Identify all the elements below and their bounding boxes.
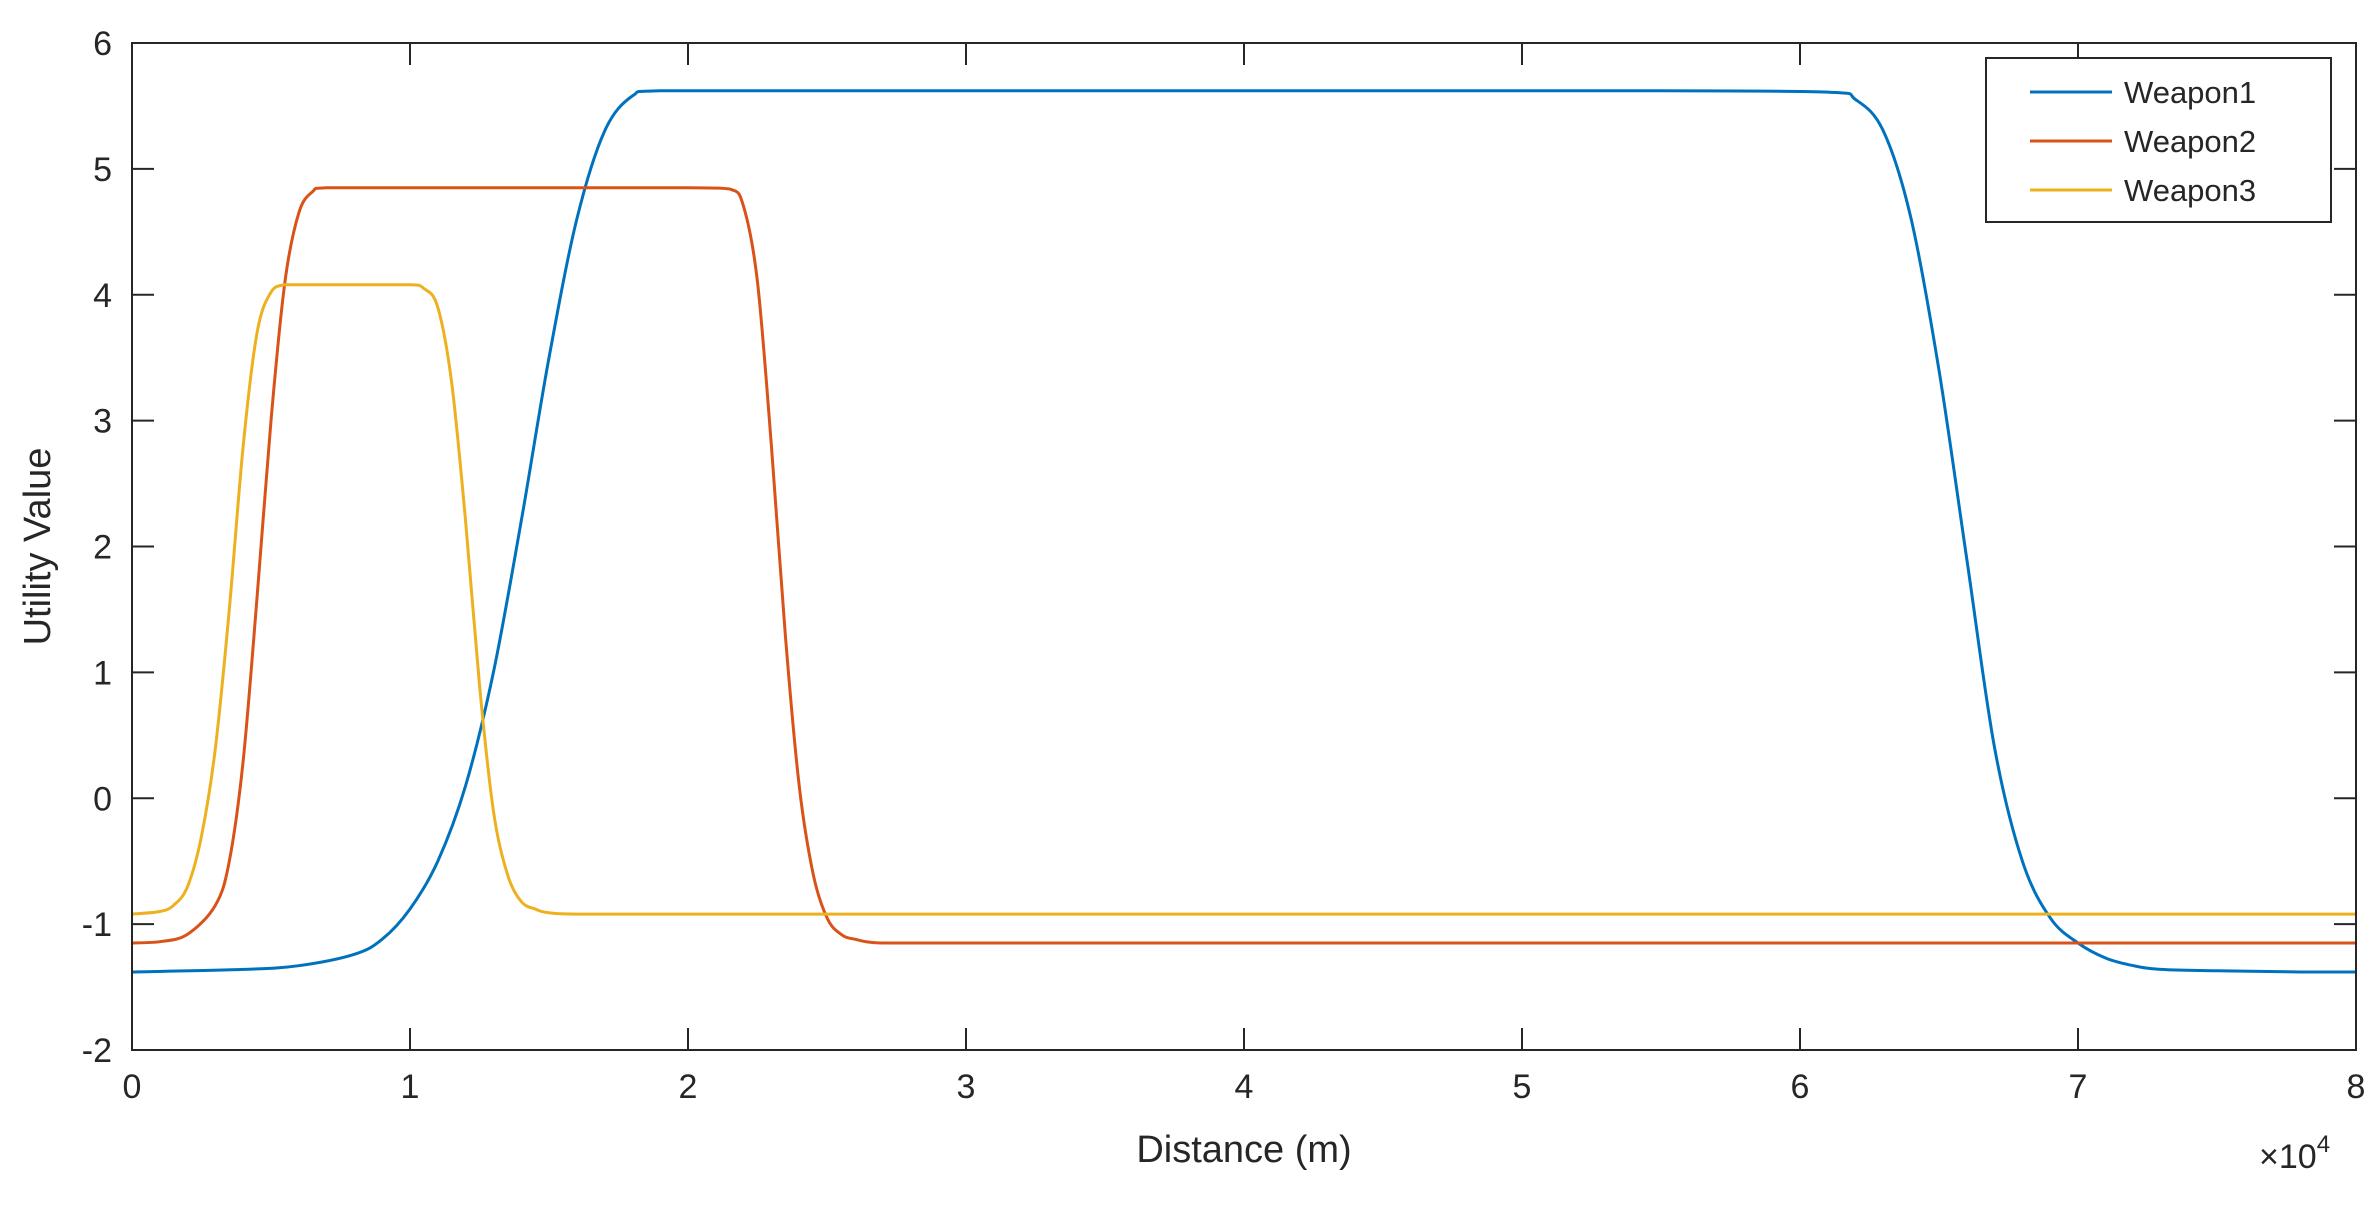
x-tick-label: 0 bbox=[123, 1068, 142, 1106]
x-tick-label: 8 bbox=[2347, 1068, 2366, 1106]
y-tick-label: 4 bbox=[93, 277, 112, 315]
y-tick-label: 2 bbox=[93, 529, 112, 567]
x-tick-label: 4 bbox=[1235, 1068, 1254, 1106]
axis-ticks: 0 1 2 3 4 5 6 7 8 -2 -1 0 1 2 3 4 5 6 bbox=[82, 25, 2366, 1106]
legend-label-weapon1: Weapon1 bbox=[2124, 75, 2256, 110]
x-axis-exponent-base: ×10 bbox=[2259, 1138, 2317, 1176]
y-tick-label: 0 bbox=[93, 780, 112, 818]
x-tick-label: 3 bbox=[957, 1068, 976, 1106]
y-tick-label: -2 bbox=[82, 1032, 112, 1070]
x-tick-label: 1 bbox=[401, 1068, 420, 1106]
y-tick-label: 3 bbox=[93, 403, 112, 441]
series-layer bbox=[131, 89, 2356, 974]
y-tick-label: 5 bbox=[93, 151, 112, 189]
legend-label-weapon3: Weapon3 bbox=[2124, 173, 2256, 208]
legend: Weapon1 Weapon2 Weapon3 bbox=[1985, 57, 2332, 223]
y-tick-label: -1 bbox=[82, 906, 112, 944]
x-tick-label: 2 bbox=[679, 1068, 698, 1106]
x-axis-exponent: ×104 bbox=[2259, 1131, 2330, 1176]
x-tick-label: 5 bbox=[1513, 1068, 1532, 1106]
y-tick-label: 6 bbox=[93, 25, 112, 63]
series-line-weapon1 bbox=[131, 89, 2356, 974]
x-tick-label: 7 bbox=[2069, 1068, 2088, 1106]
legend-label-weapon2: Weapon2 bbox=[2124, 124, 2256, 159]
x-axis-exponent-power: 4 bbox=[2317, 1131, 2330, 1158]
series-line-weapon3 bbox=[131, 283, 2356, 916]
series-line-weapon2 bbox=[131, 186, 2356, 945]
x-axis-title: Distance (m) bbox=[1136, 1129, 1351, 1171]
y-tick-label: 1 bbox=[93, 654, 112, 692]
x-tick-label: 6 bbox=[1791, 1068, 1810, 1106]
y-axis-title: Utility Value bbox=[17, 448, 59, 646]
